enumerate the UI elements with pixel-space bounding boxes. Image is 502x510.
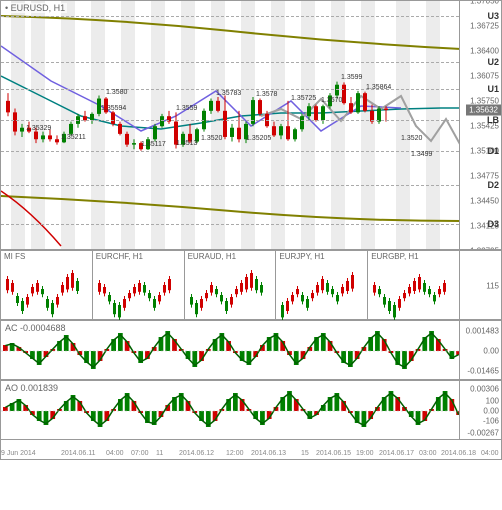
ac-label: AC -0.0004688	[3, 323, 68, 333]
mini-y-axis: 115	[460, 250, 502, 320]
ao-oscillator[interactable]: AO 0.001839 0.00306 100 0.00 -106 -0.002…	[0, 380, 502, 440]
mini-chart-1[interactable]: EURCHF, H1	[93, 250, 185, 320]
time-axis: 9 Jun 20142014.06.1104:0007:00112014.06.…	[0, 440, 502, 460]
y-axis: 1.370501.367251.364001.360751.357501.354…	[459, 1, 501, 249]
mini-chart-0[interactable]: MI FS	[0, 250, 93, 320]
ao-y-axis: 0.00306 100 0.00 -106 -0.00267	[459, 381, 501, 439]
ao-canvas	[1, 381, 461, 440]
mini-chart-3[interactable]: EURJPY, H1	[276, 250, 368, 320]
chart-canvas	[1, 1, 461, 250]
symbol-label: • EURUSD, H1	[3, 3, 67, 13]
current-price-tag: 1.35632	[466, 104, 501, 115]
mini-chart-2[interactable]: EURAUD, H1	[185, 250, 277, 320]
mini-chart-4[interactable]: EURGBP, H1	[368, 250, 460, 320]
ao-label: AO 0.001839	[3, 383, 60, 393]
ac-oscillator[interactable]: AC -0.0004688 0.001483 0.00 -0.01465	[0, 320, 502, 380]
mini-charts-row: MI FSEURCHF, H1EURAUD, H1EURJPY, H1EURGB…	[0, 250, 502, 320]
ac-canvas	[1, 321, 461, 380]
ac-y-axis: 0.001483 0.00 -0.01465	[459, 321, 501, 379]
bullet-icon: •	[5, 3, 8, 13]
main-price-chart[interactable]: • EURUSD, H1 1.35801.353291.352111.35594…	[0, 0, 502, 250]
